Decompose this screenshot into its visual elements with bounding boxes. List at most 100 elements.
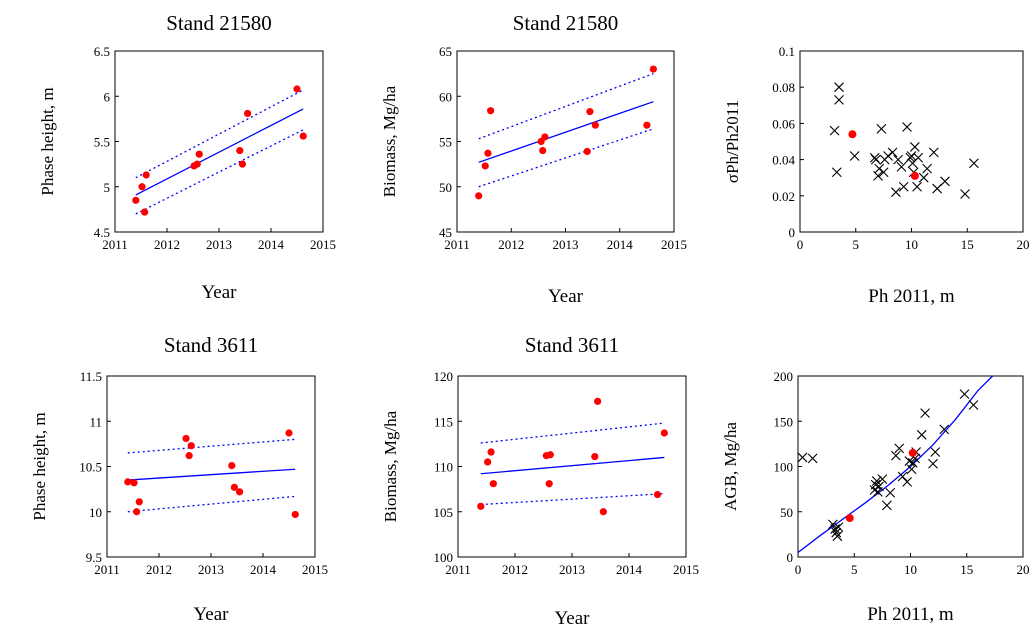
data-point <box>193 160 201 168</box>
data-point <box>285 429 293 437</box>
data-point <box>238 160 246 168</box>
data-point <box>299 132 307 140</box>
data-point <box>484 458 492 466</box>
y-tick-label: 0.04 <box>772 153 795 168</box>
cross-marker <box>932 183 943 194</box>
y-axis-label: AGB, Mg/ha <box>721 422 740 511</box>
y-tick-label: 6.5 <box>94 44 110 59</box>
cross-marker <box>832 531 843 542</box>
data-point <box>586 108 594 116</box>
x-tick-label: 2015 <box>310 237 336 252</box>
data-point <box>185 452 193 460</box>
x-axis-label: Ph 2011, m <box>867 604 954 625</box>
cross-marker <box>891 187 901 198</box>
y-tick-label: 0.02 <box>772 189 795 204</box>
y-tick-label: 5.5 <box>94 135 110 150</box>
x-tick-label: 20 <box>1017 562 1030 577</box>
chart-panel-1: Stand 21580 Year Phase height, m 2011 2012 20… <box>38 11 336 303</box>
data-point <box>475 192 483 200</box>
data-point <box>130 479 138 487</box>
regression-line <box>127 468 296 481</box>
confidence-band-lower <box>480 493 665 506</box>
cross-marker <box>969 158 979 169</box>
data-point <box>541 133 549 141</box>
cross-marker <box>849 151 860 161</box>
data-point <box>489 480 497 488</box>
cross-marker <box>896 161 907 172</box>
cross-marker <box>887 147 898 158</box>
y-tick-label: 110 <box>434 460 453 475</box>
chart-panel-4: Stand 3611 Year Phase height, m 2011 2012 201… <box>30 333 328 625</box>
cross-marker <box>893 154 904 165</box>
data-point <box>138 183 146 191</box>
data-point <box>594 397 602 405</box>
data-point <box>182 434 190 443</box>
y-tick-label: 11 <box>89 414 102 429</box>
plot-frame <box>457 375 687 558</box>
data-point <box>583 147 591 156</box>
y-tick-label: 9.5 <box>86 550 102 565</box>
x-axis-label: Ph 2011, m <box>868 286 955 307</box>
data-point <box>481 162 489 170</box>
cross-marker <box>834 94 844 105</box>
cross-marker <box>874 163 885 174</box>
cross-marker <box>920 408 931 418</box>
y-tick-label: 0.06 <box>772 116 795 131</box>
x-tick-label: 2012 <box>146 562 172 577</box>
cross-marker <box>894 443 905 454</box>
y-tick-label: 120 <box>434 369 454 384</box>
y-tick-label: 200 <box>774 369 794 384</box>
data-point <box>187 442 195 450</box>
x-tick-label: 0 <box>795 562 802 577</box>
y-tick-label: 105 <box>434 505 454 520</box>
cross-marker <box>831 167 842 178</box>
y-tick-label: 5 <box>104 180 111 195</box>
cross-marker <box>939 424 950 435</box>
x-tick-label: 2012 <box>154 237 180 252</box>
y-tick-label: 0.1 <box>779 44 795 59</box>
y-tick-label: 50 <box>780 505 793 520</box>
data-point <box>230 483 238 491</box>
data-point <box>141 208 149 216</box>
confidence-band-upper <box>478 73 654 140</box>
cross-marker <box>928 147 939 158</box>
regression-line <box>480 456 665 475</box>
data-point <box>643 121 651 129</box>
x-tick-label: 2011 <box>94 562 120 577</box>
cross-marker <box>913 152 924 163</box>
cross-marker <box>922 163 932 174</box>
data-point <box>228 461 236 470</box>
cross-marker <box>870 154 881 165</box>
cross-marker <box>940 176 950 187</box>
y-tick-label: 60 <box>439 89 452 104</box>
chart-title: Stand 3611 <box>164 333 258 357</box>
data-point <box>487 448 495 456</box>
cross-marker <box>871 476 882 486</box>
x-axis-label: Year <box>201 282 237 303</box>
x-tick-label: 2011 <box>102 237 128 252</box>
confidence-band-upper <box>127 438 296 454</box>
x-tick-label: 0 <box>797 237 804 252</box>
y-tick-label: 0.08 <box>772 80 795 95</box>
highlight-point <box>910 171 919 180</box>
chart-panel-5: Stand 3611 Year Biomass, Mg/ha 2011 2012 2013… <box>381 333 699 629</box>
data-point <box>133 508 141 516</box>
data-point <box>599 508 607 516</box>
cross-marker <box>902 122 912 132</box>
data-point <box>660 429 668 437</box>
x-tick-label: 5 <box>853 237 860 252</box>
confidence-band-upper <box>480 422 665 444</box>
regression-line <box>135 108 304 196</box>
chart-panel-2: Stand 21580 Year Biomass, Mg/ha 2011 2012 201… <box>380 11 687 307</box>
chart-panel-3: Ph 2011, m σPh/Ph2011 0 5 10 15 20 0 0.02 0.04 0.0… <box>723 44 1030 307</box>
cross-marker <box>898 181 909 192</box>
cross-marker <box>902 476 913 487</box>
cross-marker <box>807 453 818 464</box>
data-point <box>649 65 657 73</box>
cross-marker <box>883 151 893 161</box>
x-tick-label: 10 <box>905 237 918 252</box>
cross-marker <box>959 389 970 399</box>
data-point <box>135 498 143 506</box>
plot-frame <box>456 50 675 233</box>
